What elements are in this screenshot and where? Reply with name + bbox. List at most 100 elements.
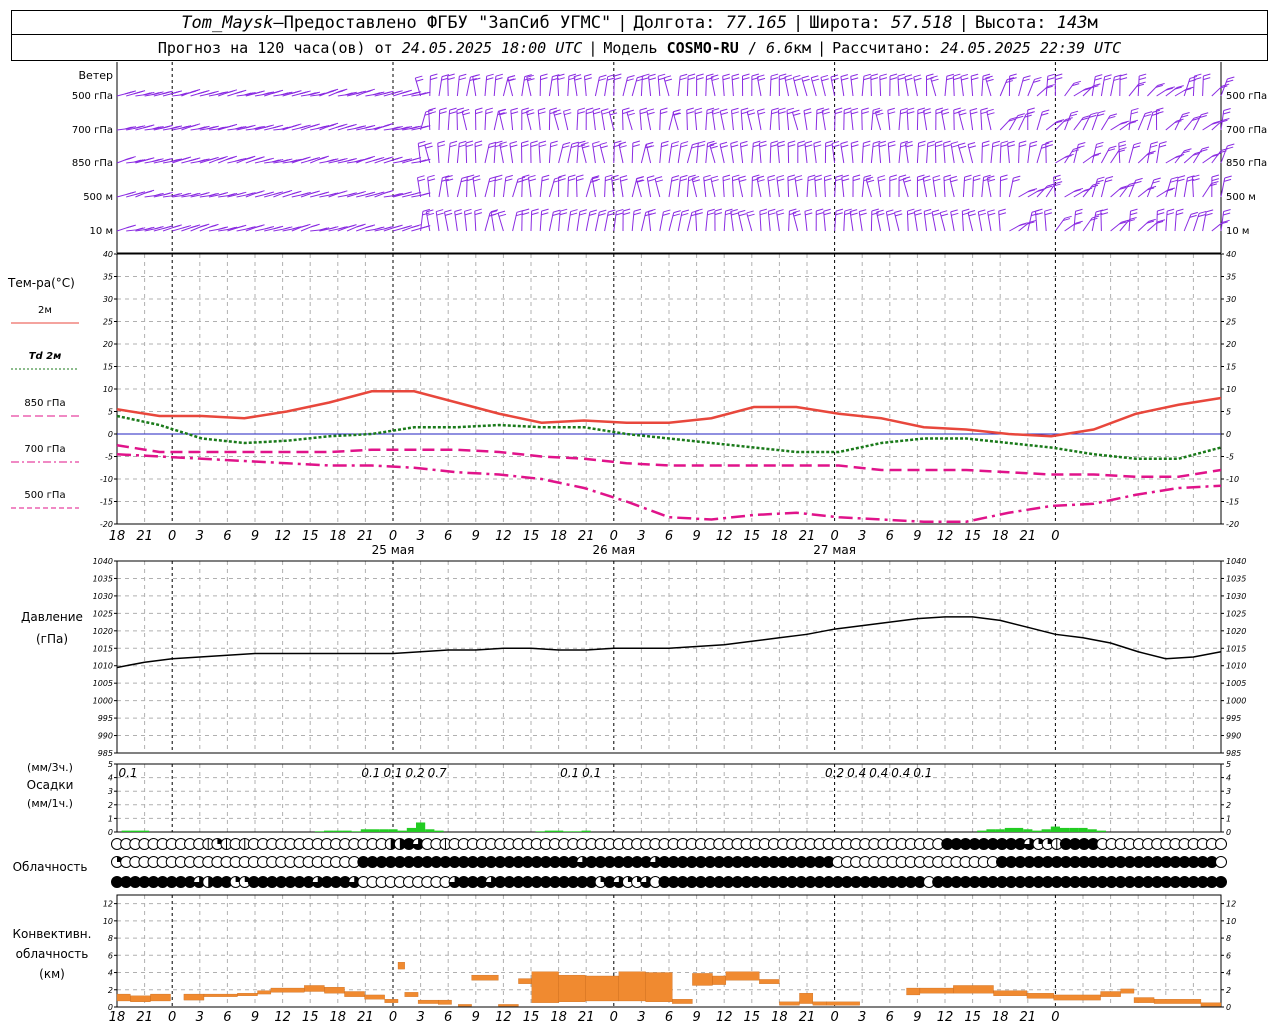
wind-barb-feather [462, 112, 471, 116]
cloud-symbol [594, 876, 607, 888]
wind-barb-feather [1096, 179, 1104, 183]
conv-bar [404, 992, 419, 997]
wind-barb-feather [465, 140, 474, 144]
hour-label: 0 [389, 529, 397, 544]
hour-label: 9 [472, 1010, 480, 1024]
wind-barb-feather [850, 77, 859, 81]
wind-barb-feather [691, 145, 699, 149]
conv-bar [257, 990, 272, 995]
wind-barb-feather [574, 77, 582, 81]
wind-barb [981, 76, 984, 97]
wind-barb-feather [820, 74, 829, 78]
wind-barb-feather [1095, 145, 1103, 149]
wind-barb-feather [711, 74, 719, 78]
wind-barb-feather [983, 178, 991, 182]
wind-barb-feather [1053, 174, 1061, 178]
wind-barb [870, 143, 874, 164]
wind-barb-feather [824, 178, 832, 182]
hour-label: 15 [964, 529, 981, 544]
wind-barb [686, 177, 690, 198]
y-tick-label: -20 [100, 520, 113, 529]
wind-barb-feather [793, 74, 801, 78]
wind-barb-feather [255, 225, 263, 229]
wind-barb-feather [498, 213, 507, 217]
wind-barb-feather [490, 209, 499, 213]
wind-barb-feather [1023, 75, 1031, 79]
wind-barb-feather [271, 125, 279, 129]
wind-barb-feather [1130, 208, 1138, 212]
wind-barb [999, 143, 1002, 164]
wind-barb-feather [720, 112, 729, 115]
wind-barb-feather [1211, 121, 1219, 125]
wind-barb [1100, 76, 1106, 97]
wind-barb [539, 177, 543, 198]
wind-barb-feather [889, 174, 897, 178]
wind-barb-feather [776, 174, 784, 178]
wind-barb-feather [863, 178, 871, 182]
conv-bar [1200, 1002, 1222, 1007]
wind-barb-feather [723, 178, 731, 182]
wind-barb-feather [473, 178, 481, 182]
conv-bar [531, 971, 559, 1003]
precip-bar [324, 830, 334, 832]
y-tick-label: 2 [108, 801, 113, 810]
wind-barb [1220, 177, 1226, 198]
wind-barb-feather [778, 107, 786, 111]
wind-barb-feather [1000, 144, 1008, 148]
wind-barb [484, 76, 488, 97]
conv-bar [1120, 988, 1135, 994]
wind-barb-feather [427, 174, 435, 178]
wind-barb-feather [606, 77, 615, 81]
wind-barb-feather [835, 208, 844, 212]
wind-barb-feather [941, 108, 949, 112]
y-tick-label: 1000 [93, 697, 113, 706]
wind-barb-feather [246, 226, 254, 230]
hour-label: 21 [136, 1010, 153, 1024]
wind-barb-feather [449, 144, 457, 148]
wind-barb-feather [757, 74, 765, 78]
wind-barb-feather [472, 175, 481, 179]
wind-barb-feather [696, 73, 704, 77]
wind-barb-feather [822, 111, 830, 115]
wind-barb-feather [474, 212, 483, 216]
wind-barb-feather [301, 192, 309, 196]
wind-barb [548, 211, 554, 232]
wind-barb-feather [1159, 141, 1167, 145]
hour-label: 18 [550, 1010, 567, 1024]
wind-barb-feather [1103, 77, 1112, 81]
hour-label: 12 [716, 1010, 733, 1024]
wind-barb-feather [681, 212, 689, 216]
wind-barb-feather [319, 227, 328, 231]
y-tick-label: -5 [105, 453, 113, 462]
wind-barb-feather [973, 178, 981, 182]
wind-barb-feather [1165, 87, 1173, 91]
pressure-frame [116, 560, 1222, 754]
wind-barb-feather [466, 174, 475, 178]
wind-barb [548, 76, 553, 97]
wind-barb-feather [552, 74, 560, 78]
conv-bar [324, 987, 345, 994]
wind-barb [521, 177, 523, 198]
wind-barb-feather [1083, 115, 1091, 119]
wind-barb [594, 77, 600, 97]
wind-level-label: 10 м [90, 226, 113, 237]
wind-barb-feather [663, 209, 671, 213]
wind-barb [613, 76, 615, 97]
y-tick-label: 0 [108, 828, 113, 837]
wind-barb-feather [950, 141, 959, 145]
wind-barb [576, 211, 581, 232]
wind-barb-feather [658, 73, 666, 77]
wind-barb-feather [190, 225, 199, 229]
wind-barb-feather [1148, 185, 1157, 189]
wind-barb [705, 143, 709, 164]
precip-total-label: 0.1 [582, 766, 601, 780]
wind-barb-feather [898, 178, 907, 182]
conv-bar [116, 993, 131, 1002]
wind-barb-feather [614, 140, 622, 144]
hour-label: 3 [858, 529, 866, 544]
y-tick-label: 985 [98, 749, 113, 758]
wind-barb [801, 77, 808, 97]
wind-barb-feather [418, 125, 427, 129]
wind-barb-feather [554, 112, 562, 116]
wind-barb-feather [680, 144, 688, 148]
